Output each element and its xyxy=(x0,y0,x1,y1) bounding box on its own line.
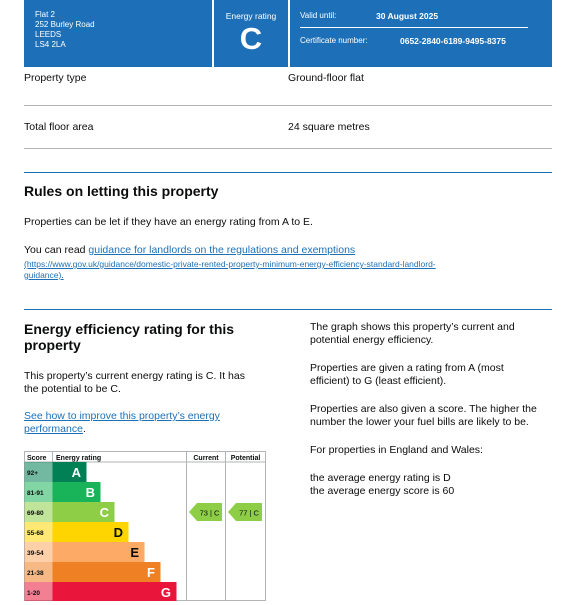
guidance-url-suffix: . xyxy=(61,270,64,280)
score-range-c: 69-80 xyxy=(27,510,44,517)
side-text: The graph shows this property’s current … xyxy=(310,321,515,333)
current-rating-text: the potential to be C. xyxy=(24,383,121,395)
energy-rating-label: Energy rating xyxy=(225,11,277,21)
band-d xyxy=(52,522,129,542)
guidance-url-line: guidance). xyxy=(24,270,524,281)
guidance-link[interactable]: guidance for landlords on the regulation… xyxy=(88,244,356,256)
score-range-e: 39-54 xyxy=(27,550,44,557)
guidance-url-line[interactable]: (https://www.gov.uk/guidance/domestic-pr… xyxy=(24,259,436,269)
side-text: number the lower your fuel bills are lik… xyxy=(310,416,529,428)
band-g xyxy=(52,582,177,601)
efficiency-heading: Energy efficiency rating for this xyxy=(24,321,235,337)
letting-text: Properties can be let if they have an en… xyxy=(24,216,313,228)
current-rating-label: 73 | C xyxy=(200,509,220,518)
side-text: For properties in England and Wales: xyxy=(310,444,483,456)
score-header: Score xyxy=(27,455,47,462)
floor-area-label: Total floor area xyxy=(24,121,94,133)
potential-rating-arrow xyxy=(228,503,262,521)
band-letter-g: G xyxy=(161,585,171,600)
band-letter-e: E xyxy=(130,545,139,560)
header-rule xyxy=(300,27,528,28)
improve-link[interactable]: See how to improve this property’s energ… xyxy=(24,410,220,422)
property-type-label: Property type xyxy=(24,72,87,84)
guidance-sentence: You can read guidance for landlords on t… xyxy=(24,244,355,257)
section-divider xyxy=(24,309,552,310)
header-divider xyxy=(288,0,290,67)
score-cell-e xyxy=(24,542,53,562)
certificate-header: Flat 2 252 Burley Road LEEDS LS4 2LA Ene… xyxy=(24,0,552,67)
band-b xyxy=(52,482,101,502)
header-divider xyxy=(212,0,214,67)
property-type-value: Ground-floor flat xyxy=(288,72,364,84)
address-line: LEEDS xyxy=(35,30,62,39)
band-f xyxy=(52,562,161,582)
guidance-url-end[interactable]: guidance) xyxy=(24,270,62,280)
band-letter-b: B xyxy=(86,485,95,500)
score-range-g: 1-20 xyxy=(27,590,40,597)
certificate-number-label: Certificate number: xyxy=(300,36,368,45)
side-text: potential energy efficiency. xyxy=(310,334,434,346)
valid-until-value: 30 August 2025 xyxy=(376,11,439,21)
score-cell-b xyxy=(24,482,53,502)
band-letter-d: D xyxy=(114,525,123,540)
score-range-b: 81-91 xyxy=(27,490,44,497)
side-text: the average energy score is 60 xyxy=(310,485,455,497)
current-rating-arrow xyxy=(189,503,222,521)
improve-link[interactable]: performance xyxy=(24,423,83,435)
band-letter-a: A xyxy=(72,465,82,480)
score-range-f: 21-38 xyxy=(27,570,44,577)
band-letter-f: F xyxy=(147,565,155,580)
address-block: Flat 2 252 Burley Road LEEDS LS4 2LA xyxy=(35,10,95,50)
score-range-d: 55-68 xyxy=(27,530,44,537)
guidance-prefix: You can read xyxy=(24,244,89,256)
improve-suffix: . xyxy=(82,423,86,435)
current-header: Current xyxy=(193,455,219,462)
band-a xyxy=(52,462,87,482)
letting-heading: Rules on letting this property xyxy=(24,183,219,199)
certificate-number-value: 0652-2840-6189-9495-8375 xyxy=(400,36,506,46)
property-type-row: Property type Ground-floor flat xyxy=(24,62,552,106)
score-range-a: 92+ xyxy=(27,470,38,477)
address-line: LS4 2LA xyxy=(35,40,66,49)
score-cell-c xyxy=(24,502,53,522)
potential-rating-label: 77 | C xyxy=(239,509,259,518)
section-divider xyxy=(24,172,552,173)
score-cell-f xyxy=(24,562,53,582)
improve-link-line: performance. xyxy=(24,423,86,436)
floor-area-row: Total floor area 24 square metres xyxy=(24,106,552,149)
potential-header: Potential xyxy=(231,455,261,462)
side-text: Properties are also given a score. The h… xyxy=(310,403,537,415)
score-cell-a xyxy=(24,462,53,482)
side-text: efficient) to G (least efficient). xyxy=(310,375,447,387)
band-c xyxy=(52,502,115,522)
address-line: Flat 2 xyxy=(35,10,56,19)
energy-rating-chart: Score Energy rating Current Potential 92… xyxy=(24,451,266,601)
side-text: the average energy rating is D xyxy=(310,472,451,484)
floor-area-value: 24 square metres xyxy=(288,121,370,133)
score-cell-g xyxy=(24,582,53,601)
band-e xyxy=(52,542,145,562)
valid-until-label: Valid until: xyxy=(300,11,337,20)
efficiency-heading: property xyxy=(24,337,81,353)
band-letter-c: C xyxy=(100,505,110,520)
side-text: Properties are given a rating from A (mo… xyxy=(310,362,504,374)
current-rating-text: This property’s current energy rating is… xyxy=(24,370,245,382)
rating-header: Energy rating xyxy=(56,455,101,462)
address-line: 252 Burley Road xyxy=(35,20,95,29)
energy-rating-letter: C xyxy=(239,21,263,56)
score-cell-d xyxy=(24,522,53,542)
